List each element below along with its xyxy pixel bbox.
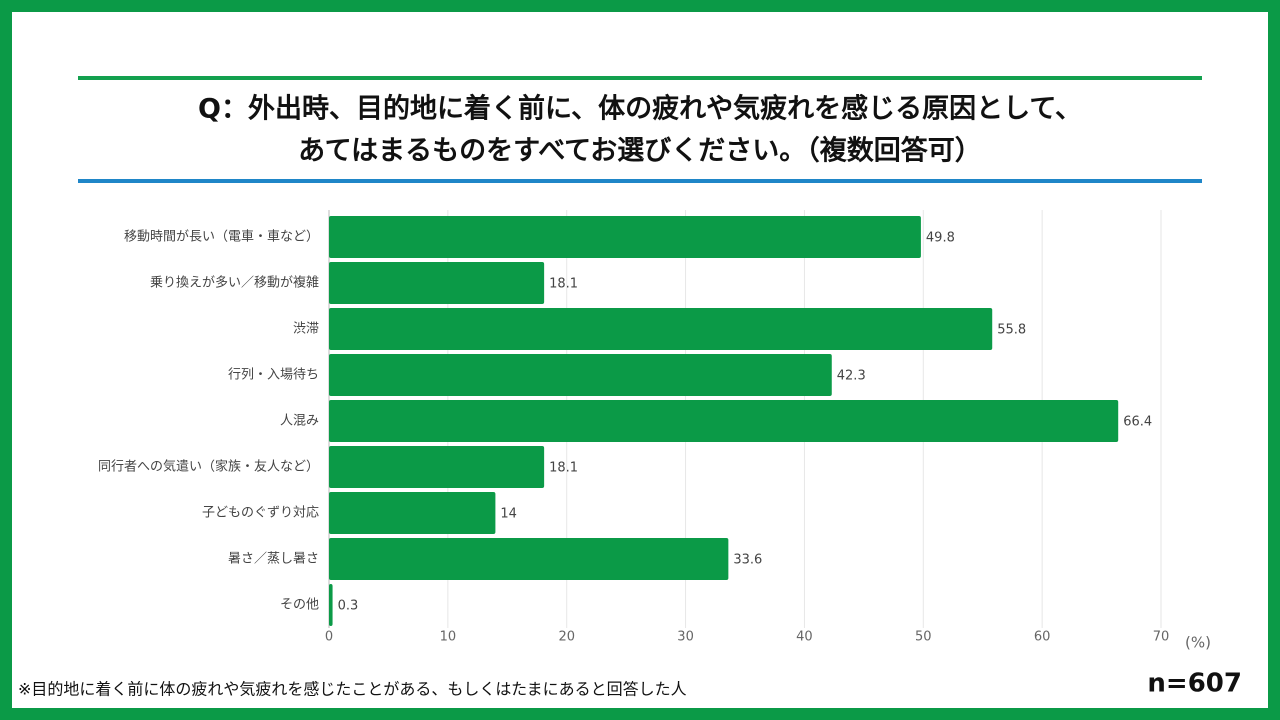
category-label: その他 (280, 598, 319, 613)
bar (329, 584, 333, 626)
value-label: 42.3 (837, 369, 866, 384)
chart-title: あてはまるものをすべてお選びください。（複数回答可） (298, 135, 982, 167)
x-axis-label: (%) (1185, 634, 1211, 652)
bar (329, 262, 545, 304)
x-tick-label: 30 (677, 630, 694, 645)
value-label: 14 (500, 507, 517, 522)
x-tick-label: 0 (325, 630, 333, 645)
bar (329, 492, 496, 534)
value-label: 0.3 (338, 599, 359, 614)
bar (329, 308, 993, 350)
category-label: 人混み (280, 414, 319, 429)
category-label: 移動時間が長い（電車・車など） (124, 230, 319, 245)
footnote: ※目的地に着く前に体の疲れや気疲れを感じたことがある、もしくはたまにあると回答し… (18, 680, 687, 699)
category-label: 渋滞 (293, 322, 319, 337)
sample-size: n=607 (1147, 669, 1242, 699)
value-label: 66.4 (1123, 415, 1152, 430)
x-tick-label: 10 (440, 630, 457, 645)
category-label: 乗り換えが多い／移動が複雑 (150, 275, 319, 291)
category-label: 暑さ／蒸し暑さ (228, 552, 319, 567)
bar (329, 446, 545, 488)
chart-title: Q：外出時、目的地に着く前に、体の疲れや気疲れを感じる原因として、 (198, 93, 1082, 125)
x-tick-label: 50 (915, 630, 932, 645)
value-label: 49.8 (926, 231, 955, 246)
category-label: 行列・入場待ち (228, 368, 319, 383)
value-label: 18.1 (549, 277, 578, 292)
bar (329, 354, 832, 396)
category-label: 子どものぐずり対応 (202, 506, 319, 521)
bar (329, 538, 729, 580)
value-label: 33.6 (733, 553, 762, 568)
bar (329, 400, 1119, 442)
category-label: 同行者への気遣い（家族・友人など） (98, 459, 319, 475)
value-label: 55.8 (997, 323, 1026, 338)
x-tick-label: 70 (1153, 630, 1170, 645)
x-tick-label: 20 (558, 630, 575, 645)
value-label: 18.1 (549, 461, 578, 476)
x-tick-label: 60 (1034, 630, 1051, 645)
x-tick-label: 40 (796, 630, 813, 645)
bar (329, 216, 921, 258)
